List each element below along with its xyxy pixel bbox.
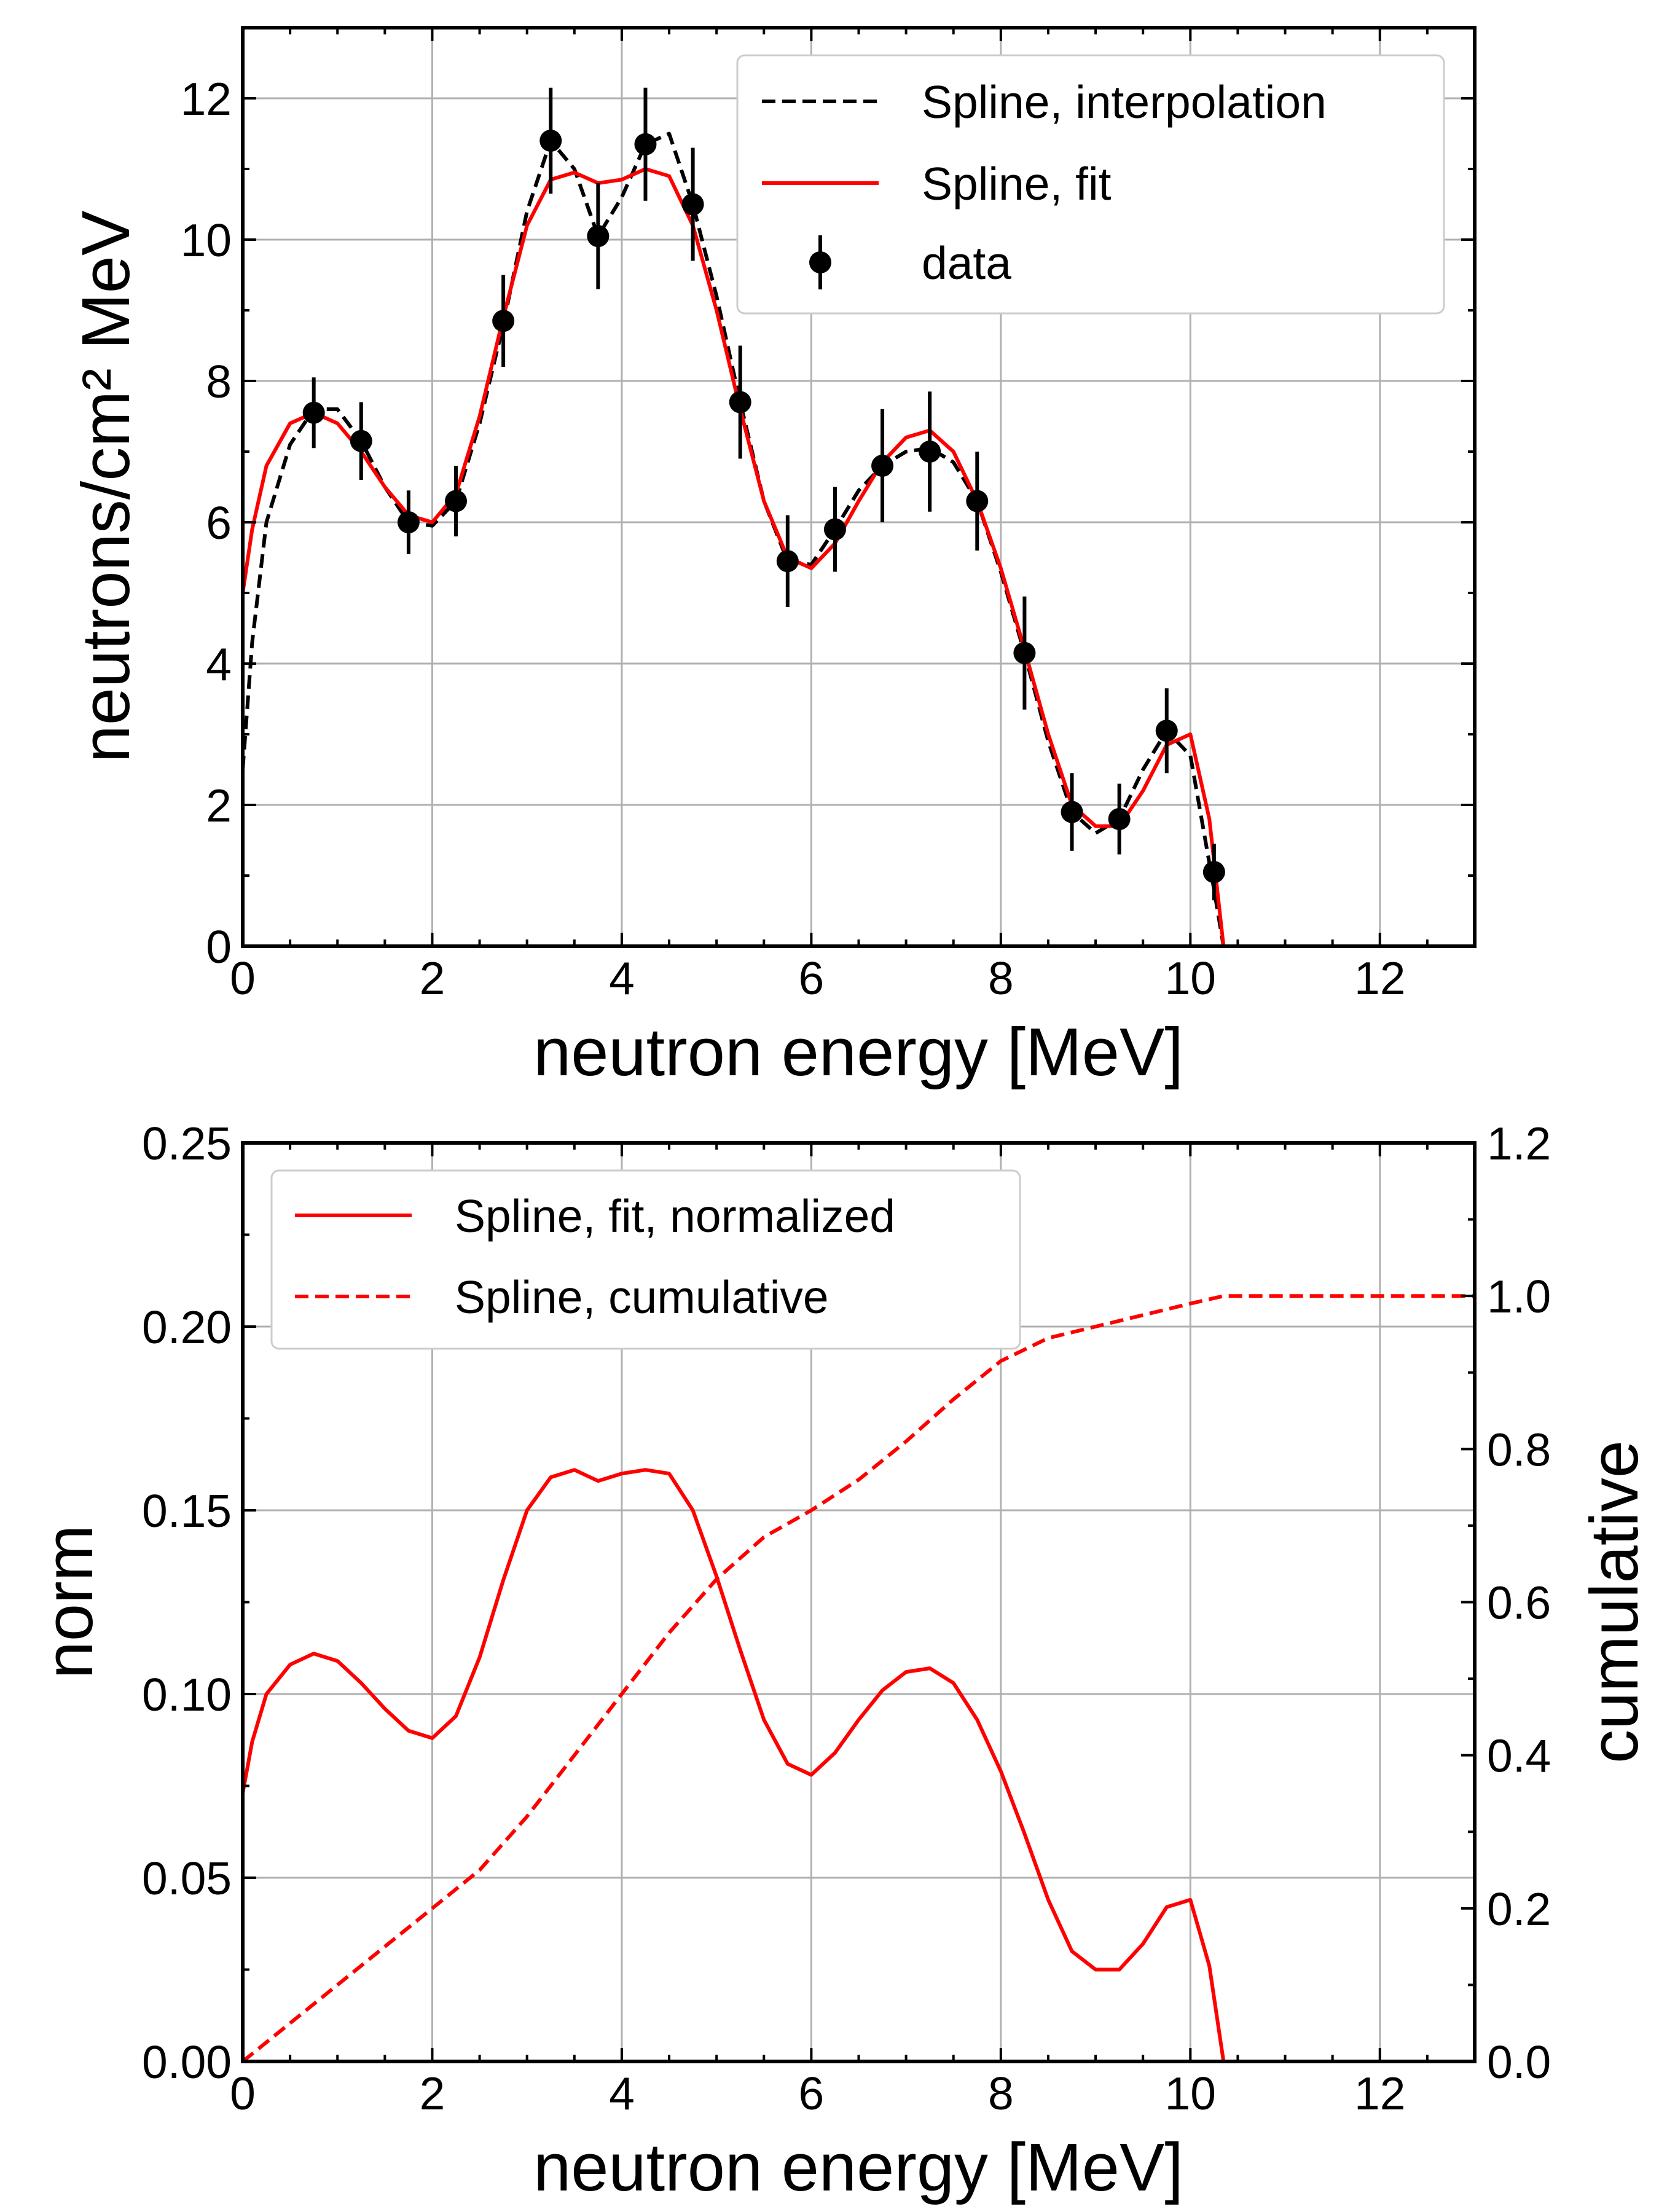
bot-x-tick-label: 12 [1354, 2068, 1405, 2119]
bottom-chart: 0 2 4 6 8 10 12 0.00 0.05 0.10 0.15 0.20 0.25 0.0 0.2 0… [31, 1118, 1652, 2205]
top-x-tick-label: 2 [420, 952, 445, 1004]
top-data-point [350, 429, 372, 452]
top-data-point [587, 225, 610, 248]
bottom-ticks [241, 1142, 1475, 2063]
top-x-axis-label: neutron energy [MeV] [533, 1014, 1183, 1090]
top-y-tick-label: 6 [206, 497, 232, 549]
top-x-tick-label: 10 [1165, 952, 1216, 1004]
bottom-x-axis-label: neutron energy [MeV] [533, 2130, 1183, 2205]
top-tick-labels: 0 2 4 6 8 10 12 0 2 4 6 8 10 12 [181, 73, 1406, 1004]
bot-y2-tick-label: 0.6 [1487, 1577, 1551, 1629]
bot-x-tick-label: 0 [230, 2068, 256, 2119]
top-y-tick-label: 0 [206, 921, 232, 973]
bot-y-tick-label: 0.10 [142, 1669, 232, 1720]
top-ticks [241, 28, 1475, 947]
bot-y-tick-label: 0.20 [142, 1301, 232, 1353]
top-data-point [966, 490, 989, 512]
bot-y2-tick-label: 0.4 [1487, 1730, 1551, 1782]
bot-y-tick-label: 0.25 [142, 1118, 232, 1169]
bottom-legend-label-cumulative: Spline, cumulative [455, 1271, 829, 1323]
top-data-point [302, 401, 325, 424]
bottom-y-axis-label: norm [31, 1525, 107, 1679]
top-data-point [681, 193, 704, 216]
bot-x-tick-label: 8 [988, 2068, 1014, 2119]
top-data-point [823, 518, 846, 541]
top-legend-label-interpolation: Spline, interpolation [922, 76, 1327, 128]
bottom-legend: Spline, fit, normalized Spline, cumulati… [270, 1169, 1021, 1350]
top-data-point [492, 310, 515, 332]
top-data-point [1108, 808, 1131, 830]
top-data-point [776, 550, 799, 573]
bot-y2-tick-label: 1.0 [1487, 1271, 1551, 1322]
bottom-legend-label-normalized: Spline, fit, normalized [455, 1190, 895, 1242]
top-legend: Spline, interpolation Spline, fit data [736, 54, 1445, 315]
top-data-point [397, 511, 420, 533]
bot-y-tick-label: 0.00 [142, 2036, 232, 2088]
bot-x-tick-label: 10 [1165, 2068, 1216, 2119]
top-x-tick-label: 4 [609, 952, 635, 1004]
bot-y2-tick-label: 1.2 [1487, 1118, 1551, 1169]
top-series-layer [243, 87, 1226, 946]
bottom-series-layer [243, 1294, 1475, 2061]
top-legend-box [736, 54, 1445, 315]
top-legend-label-data: data [922, 237, 1011, 289]
bot-x-tick-label: 6 [799, 2068, 825, 2119]
bot-y2-tick-label: 0.8 [1487, 1424, 1551, 1475]
bot-y-tick-label: 0.15 [142, 1485, 232, 1537]
top-y-tick-label: 8 [206, 356, 232, 407]
top-y-tick-label: 12 [181, 73, 232, 125]
bot-series-line-spline-cumulative [243, 1294, 1475, 2061]
top-series-line-spline-fit [243, 167, 1226, 946]
bot-series-line-spline-fit-normalized [243, 1468, 1226, 2061]
bot-y-tick-label: 0.05 [142, 1853, 232, 1904]
bot-y2-tick-label: 0.2 [1487, 1883, 1551, 1935]
bot-x-tick-label: 4 [609, 2068, 635, 2119]
top-x-tick-label: 6 [799, 952, 825, 1004]
top-data-point [1155, 720, 1178, 742]
top-data-point [1061, 801, 1083, 823]
top-data-point [445, 490, 468, 512]
top-data-point [729, 391, 751, 414]
bot-y2-tick-label: 0.0 [1487, 2036, 1551, 2088]
top-x-tick-label: 12 [1354, 952, 1405, 1004]
top-y-tick-label: 2 [206, 780, 232, 831]
top-data-point [1202, 861, 1225, 884]
top-y-axis-label: neutrons/cm² MeV [68, 211, 144, 763]
bot-x-tick-label: 2 [420, 2068, 445, 2119]
top-data-point [919, 441, 941, 463]
top-legend-label-fit: Spline, fit [922, 158, 1112, 210]
top-data-point [634, 133, 657, 155]
top-data-point [871, 455, 894, 477]
top-y-tick-label: 10 [181, 214, 232, 266]
bottom-y2-axis-label: cumulative [1577, 1440, 1652, 1763]
bottom-legend-box [270, 1169, 1021, 1350]
top-legend-swatch-data-marker [809, 251, 831, 273]
top-x-tick-label: 0 [230, 952, 256, 1004]
top-y-tick-label: 4 [206, 638, 232, 690]
top-x-tick-label: 8 [988, 952, 1014, 1004]
top-data-point [1013, 641, 1036, 664]
top-data-point [539, 130, 562, 152]
bottom-tick-labels: 0 2 4 6 8 10 12 0.00 0.05 0.10 0.15 0.20 0.25 0.0 0.2 0… [142, 1118, 1551, 2119]
